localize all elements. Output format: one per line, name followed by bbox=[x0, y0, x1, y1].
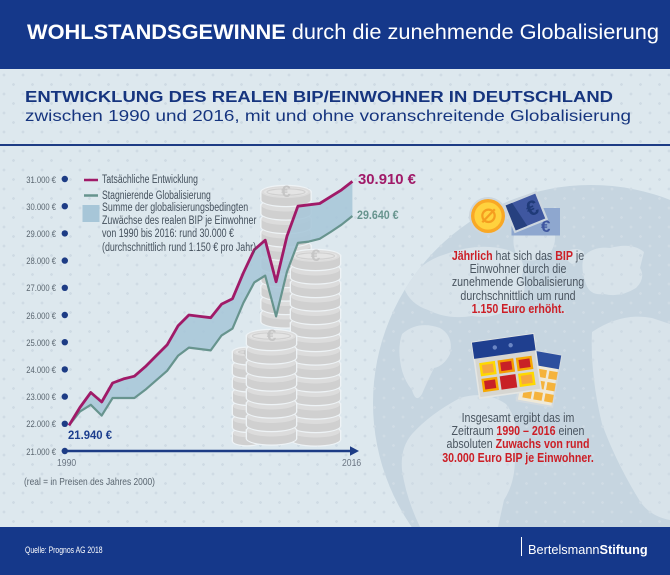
svg-text:€: € bbox=[267, 326, 277, 345]
svg-text:€: € bbox=[541, 217, 551, 236]
svg-text:€: € bbox=[281, 182, 291, 201]
svg-text:€: € bbox=[311, 246, 321, 265]
